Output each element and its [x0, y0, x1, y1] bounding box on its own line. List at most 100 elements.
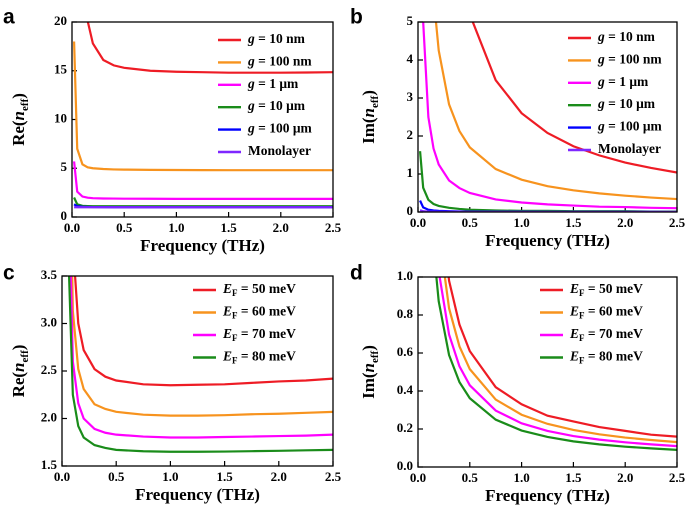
- y-tick-label: 2: [407, 127, 414, 142]
- y-tick-label: 0: [407, 203, 414, 218]
- series-line: [72, 41, 333, 172]
- plot-frame: [417, 21, 678, 213]
- legend-label: g = 100 μm: [247, 121, 312, 136]
- y-axis-label: Im(neff): [359, 345, 381, 399]
- x-tick-label: 1.0: [513, 215, 529, 230]
- y-tick-label: 2.5: [41, 362, 58, 377]
- x-tick-label: 1.5: [220, 220, 237, 235]
- x-tick-label: 1.0: [168, 220, 184, 235]
- legend-label: g = 1 μm: [247, 76, 299, 91]
- x-tick-label: 0.5: [108, 469, 125, 484]
- plot-area: [435, 277, 677, 451]
- series-line: [438, 277, 677, 448]
- x-axis-label: Frequency (THz): [485, 231, 610, 250]
- y-axis-label: Im(neff): [359, 90, 381, 144]
- legend-label: g = 10 nm: [597, 29, 656, 44]
- x-tick-label: 0.5: [462, 470, 479, 485]
- y-tick-label: 1: [407, 165, 414, 180]
- y-tick-label: 2.0: [41, 409, 57, 424]
- legend-label: EF = 70 meV: [569, 326, 643, 343]
- series-line: [435, 277, 677, 451]
- y-tick-label: 1.0: [397, 268, 413, 283]
- series-line: [86, 22, 333, 74]
- x-tick-label: 2.5: [325, 469, 342, 484]
- x-tick-label: 2.0: [617, 215, 633, 230]
- legend-label: EF = 80 meV: [569, 349, 643, 366]
- series-line: [447, 277, 677, 438]
- y-tick-label: 15: [54, 62, 68, 77]
- y-tick-label: 0: [61, 208, 68, 223]
- series-line: [443, 277, 677, 444]
- legend-label: EF = 50 meV: [222, 281, 296, 298]
- y-tick-label: 10: [54, 110, 67, 125]
- legend-label: EF = 80 meV: [222, 349, 296, 366]
- x-axis-label: Frequency (THz): [140, 236, 265, 255]
- plot-frame: [61, 275, 334, 467]
- legend-label: g = 10 μm: [247, 98, 306, 113]
- series-line: [471, 22, 677, 174]
- legend-label: g = 10 μm: [597, 96, 656, 111]
- y-tick-label: 0.6: [397, 344, 414, 359]
- y-axis-label: Re(neff): [9, 93, 31, 146]
- plot-area: [67, 276, 333, 453]
- legend-label: Monolayer: [248, 143, 311, 158]
- y-tick-label: 0.4: [397, 382, 414, 397]
- panel-label: d: [350, 262, 363, 285]
- legend-label: EF = 60 meV: [222, 304, 296, 321]
- legend-label: EF = 70 meV: [222, 326, 296, 343]
- x-tick-label: 2.5: [669, 215, 685, 230]
- x-tick-label: 2.5: [325, 220, 342, 235]
- legend-label: g = 1 μm: [597, 74, 649, 89]
- series-line: [67, 276, 333, 453]
- y-axis-label: Re(neff): [9, 345, 31, 398]
- plot-frame: [417, 276, 678, 468]
- y-tick-label: 0.8: [397, 306, 414, 321]
- y-tick-label: 1.5: [41, 457, 58, 472]
- panel-label: b: [350, 6, 363, 29]
- x-tick-label: 2.0: [271, 469, 287, 484]
- series-line: [69, 276, 333, 439]
- y-tick-label: 0.0: [397, 458, 413, 473]
- legend-label: EF = 50 meV: [569, 281, 643, 298]
- series-line: [422, 22, 677, 210]
- x-tick-label: 0.5: [116, 220, 133, 235]
- x-tick-label: 1.0: [513, 470, 529, 485]
- x-tick-label: 0.0: [54, 469, 70, 484]
- series-line: [418, 151, 677, 212]
- y-tick-label: 5: [61, 159, 68, 174]
- plot-frame: [71, 21, 334, 218]
- series-line: [434, 22, 677, 201]
- x-tick-label: 0.0: [410, 215, 426, 230]
- y-tick-label: 20: [54, 13, 67, 28]
- x-axis-label: Frequency (THz): [135, 485, 260, 504]
- x-tick-label: 2.5: [669, 470, 685, 485]
- x-tick-label: 2.0: [617, 470, 633, 485]
- x-tick-label: 2.0: [273, 220, 289, 235]
- y-tick-label: 4: [407, 51, 414, 66]
- legend-label: g = 100 nm: [247, 53, 312, 68]
- panel-label: c: [3, 262, 15, 285]
- series-line: [71, 276, 333, 417]
- x-tick-label: 1.5: [565, 215, 582, 230]
- y-tick-label: 3.0: [41, 314, 57, 329]
- series-line: [73, 276, 333, 387]
- x-tick-label: 1.0: [162, 469, 178, 484]
- legend-label: EF = 60 meV: [569, 304, 643, 321]
- legend-label: g = 100 nm: [597, 51, 662, 66]
- y-tick-label: 5: [407, 13, 414, 28]
- y-tick-label: 3.5: [41, 267, 58, 282]
- x-tick-label: 0.0: [410, 470, 426, 485]
- y-tick-label: 0.2: [397, 420, 413, 435]
- x-tick-label: 1.5: [565, 470, 582, 485]
- x-axis-label: Frequency (THz): [485, 486, 610, 505]
- y-tick-label: 3: [407, 89, 414, 104]
- plot-area: [72, 22, 333, 209]
- x-tick-label: 0.0: [64, 220, 80, 235]
- legend-label: g = 100 μm: [597, 119, 662, 134]
- legend-label: Monolayer: [598, 141, 661, 156]
- x-tick-label: 1.5: [216, 469, 233, 484]
- series-line: [72, 161, 333, 200]
- legend-label: g = 10 nm: [247, 31, 306, 46]
- x-tick-label: 0.5: [462, 215, 479, 230]
